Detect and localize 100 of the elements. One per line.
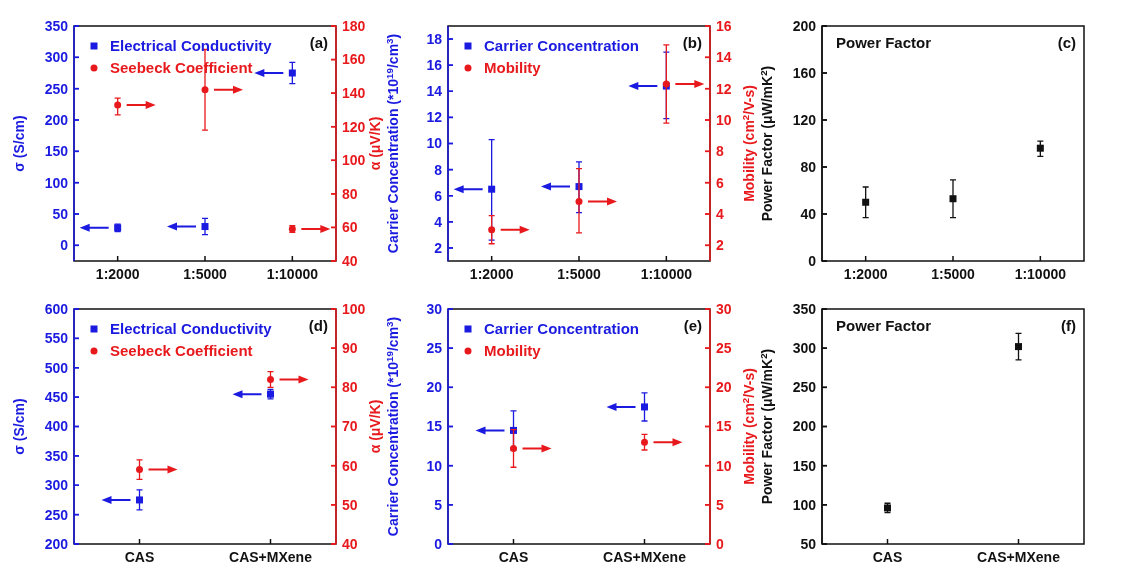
y2-tick-label: 80 (342, 185, 358, 202)
point (288, 69, 296, 77)
y-tick-label: 120 (792, 111, 817, 128)
x-tick-label: 1:2000 (95, 266, 140, 282)
y-tick-label: 15 (426, 418, 443, 435)
y2-tick-label: 10 (716, 111, 732, 128)
y-tick-label: 200 (792, 17, 817, 34)
y-tick-label: 100 (792, 496, 817, 513)
legend-label: Mobility (484, 59, 542, 77)
y-tick-label: 450 (44, 389, 69, 406)
y-axis-title: σ (S/cm) (11, 115, 27, 172)
y-tick-label: 300 (792, 340, 817, 357)
y2-tick-label: 30 (716, 300, 732, 317)
legend-label: Electrical Conductivity (110, 37, 273, 55)
y-tick-label: 350 (44, 17, 69, 34)
y-tick-label: 12 (426, 109, 443, 126)
y2-tick-label: 5 (716, 496, 724, 513)
y-tick-label: 30 (426, 300, 443, 317)
point (201, 86, 209, 94)
y2-tick-label: 4 (716, 205, 724, 222)
y2-axis-title: α (μV/K) (367, 399, 383, 454)
y2-tick-label: 80 (342, 379, 358, 396)
y2-tick-label: 60 (342, 457, 358, 474)
y-tick-label: 0 (60, 237, 69, 254)
x-tick-label: CAS+MXene (603, 549, 687, 565)
y-tick-label: 5 (434, 496, 443, 513)
point (201, 223, 209, 231)
y-tick-label: 8 (434, 161, 443, 178)
y-tick-label: 300 (44, 49, 69, 66)
y-tick-label: 50 (800, 535, 817, 552)
y2-tick-label: 180 (342, 17, 366, 34)
y-tick-label: 14 (426, 83, 443, 100)
y-tick-label: 100 (44, 174, 69, 191)
y-tick-label: 0 (434, 535, 443, 552)
y-tick-label: 200 (44, 111, 69, 128)
y-tick-label: 10 (426, 135, 443, 152)
y-tick-label: 250 (44, 80, 69, 97)
y-tick-label: 25 (426, 340, 443, 357)
x-tick-label: 1:5000 (931, 266, 976, 282)
y-tick-label: 20 (426, 379, 443, 396)
y-axis-title: σ (S/cm) (11, 398, 27, 455)
point (1036, 144, 1044, 152)
x-tick-label: 1:10000 (1014, 266, 1067, 282)
y-tick-label: 150 (44, 143, 69, 160)
y-tick-label: 160 (792, 64, 817, 81)
y-tick-label: 80 (800, 158, 817, 175)
legend-label: Seebeck Coefficient (110, 342, 253, 360)
y-tick-label: 500 (44, 359, 69, 376)
y-tick-label: 400 (44, 418, 69, 435)
y-tick-label: 50 (52, 205, 69, 222)
y2-tick-label: 40 (342, 535, 358, 552)
x-tick-label: 1:2000 (469, 266, 514, 282)
y-tick-label: 200 (44, 535, 69, 552)
x-tick-label: CAS (498, 549, 529, 565)
y2-tick-label: 20 (716, 379, 732, 396)
y2-tick-label: 60 (342, 219, 358, 236)
y-tick-label: 550 (44, 330, 69, 347)
x-tick-label: CAS+MXene (977, 549, 1061, 565)
y-tick-label: 16 (426, 57, 443, 74)
y2-tick-label: 14 (716, 49, 732, 66)
y2-tick-label: 12 (716, 80, 732, 97)
y-tick-label: 6 (434, 187, 443, 204)
annotation: (c) (1057, 34, 1076, 51)
y2-tick-label: 16 (716, 17, 732, 34)
y2-tick-label: 8 (716, 143, 724, 160)
y2-tick-label: 90 (342, 340, 358, 357)
x-tick-label: CAS (872, 549, 903, 565)
y2-tick-label: 25 (716, 340, 732, 357)
y-tick-label: 250 (44, 506, 69, 523)
y-tick-label: 4 (434, 213, 443, 230)
y2-tick-label: 70 (342, 418, 358, 435)
y-tick-label: 200 (792, 418, 817, 435)
y-tick-label: 350 (44, 447, 69, 464)
y2-axis-title: α (μV/K) (367, 116, 383, 171)
annotation: (d) (308, 317, 328, 334)
x-tick-label: 1:5000 (557, 266, 602, 282)
y2-tick-label: 0 (716, 535, 724, 552)
point (488, 185, 496, 193)
y-tick-label: 250 (792, 379, 817, 396)
point (488, 226, 496, 234)
legend-label: Electrical Conductivity (110, 320, 273, 338)
x-tick-label: 1:5000 (183, 266, 228, 282)
y-tick-label: 10 (426, 457, 443, 474)
y-tick-label: 350 (792, 300, 817, 317)
point (949, 195, 957, 203)
y-tick-label: 40 (800, 205, 817, 222)
y-tick-label: 18 (426, 30, 443, 47)
annotation: Power Factor (836, 317, 932, 334)
annotation: (f) (1061, 317, 1076, 334)
y2-tick-label: 160 (342, 51, 366, 68)
legend-label: Mobility (484, 342, 542, 360)
annotation: (b) (682, 34, 702, 51)
y2-tick-label: 100 (342, 300, 366, 317)
y-tick-label: 300 (44, 477, 69, 494)
x-tick-label: CAS+MXene (229, 549, 313, 565)
y-tick-label: 0 (808, 252, 817, 269)
x-tick-label: CAS (124, 549, 155, 565)
y-tick-label: 2 (434, 239, 443, 256)
y2-tick-label: 6 (716, 174, 724, 191)
y2-tick-label: 40 (342, 252, 358, 269)
